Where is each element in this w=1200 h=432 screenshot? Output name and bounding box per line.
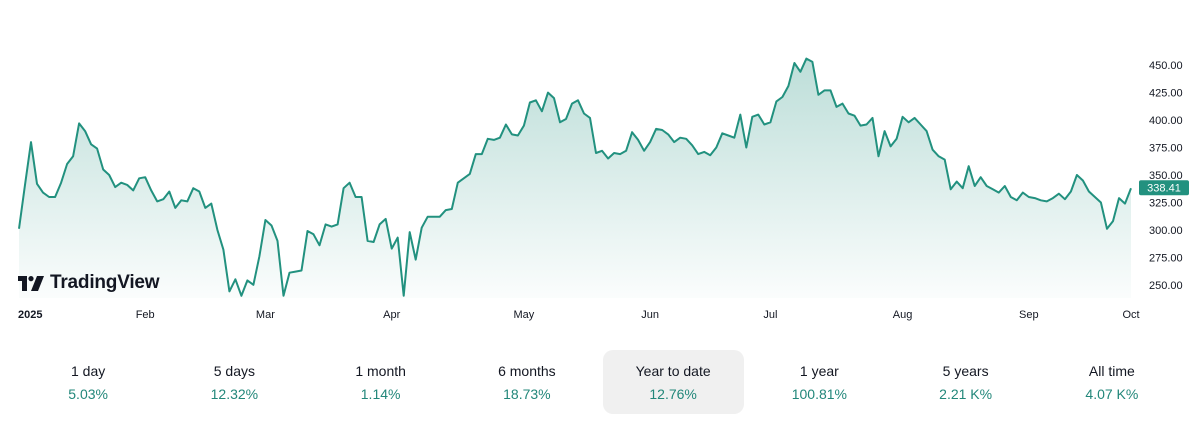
period-label: 5 days: [213, 362, 255, 379]
period-year-to-date[interactable]: Year to date 12.76%: [602, 350, 744, 414]
period-change: 2.21 K%: [939, 385, 993, 402]
last-price-badge: [1139, 180, 1189, 196]
period-6-months[interactable]: 6 months 18.73%: [456, 350, 597, 414]
x-axis-month-label: Aug: [893, 309, 913, 321]
y-axis-label: 375.00: [1149, 143, 1183, 155]
period-label: Year to date: [635, 362, 711, 379]
y-axis-label: 325.00: [1149, 198, 1183, 210]
y-axis-label: 400.00: [1149, 115, 1183, 127]
period-1-month[interactable]: 1 month 1.14%: [310, 350, 451, 414]
x-axis-year-label: 2025: [18, 309, 42, 321]
period-label: 6 months: [498, 362, 556, 379]
y-axis-label: 275.00: [1149, 252, 1183, 264]
x-axis-month-label: Feb: [136, 309, 155, 321]
period-change: 18.73%: [503, 385, 551, 402]
period-change: 4.07 K%: [1085, 385, 1139, 402]
tradingview-logo-icon: [18, 275, 44, 291]
period-5-days[interactable]: 5 days 12.32%: [164, 350, 305, 414]
period-5-years[interactable]: 5 years 2.21 K%: [895, 350, 1036, 414]
tradingview-logo-text: TradingView: [50, 272, 160, 293]
y-axis-label: 425.00: [1149, 88, 1183, 100]
last-price-label: 338.41: [1147, 183, 1181, 195]
period-label: 1 day: [71, 362, 106, 379]
x-axis-month-label: Apr: [383, 309, 400, 321]
period-change: 100.81%: [791, 385, 848, 402]
period-change: 12.76%: [649, 385, 697, 402]
period-change: 1.14%: [360, 385, 401, 402]
x-axis-month-label: May: [514, 309, 535, 321]
y-axis-label: 300.00: [1149, 225, 1183, 237]
period-1-year[interactable]: 1 year 100.81%: [749, 350, 890, 414]
period-label: 1 year: [799, 362, 839, 379]
period-1-day[interactable]: 1 day 5.03%: [18, 350, 159, 414]
x-axis-month-label: Oct: [1122, 309, 1139, 321]
price-area-fill: [19, 58, 1131, 298]
y-axis-label: 450.00: [1149, 60, 1183, 72]
price-line: [18, 57, 1132, 297]
period-selector: 1 day 5.03% 5 days 12.32% 1 month 1.14% 6 mont…: [0, 350, 1200, 416]
y-axis-label: 350.00: [1149, 170, 1183, 182]
y-axis-label: 250.00: [1149, 280, 1183, 292]
period-all-time[interactable]: All time 4.07 K%: [1041, 350, 1182, 414]
period-label: 1 month: [355, 362, 406, 379]
price-chart[interactable]: 450.00 425.00 400.00 375.00 350.00 325.00 300.…: [0, 0, 1200, 340]
period-label: All time: [1088, 362, 1135, 379]
x-axis-month-label: Jun: [641, 309, 659, 321]
x-axis-month-label: Sep: [1019, 309, 1039, 321]
tradingview-logo: TradingView: [18, 272, 160, 294]
period-change: 12.32%: [210, 385, 259, 402]
period-change: 5.03%: [68, 385, 108, 402]
x-axis-month-label: Mar: [256, 309, 275, 321]
period-label: 5 years: [942, 362, 989, 379]
x-axis-month-label: Jul: [763, 309, 777, 321]
